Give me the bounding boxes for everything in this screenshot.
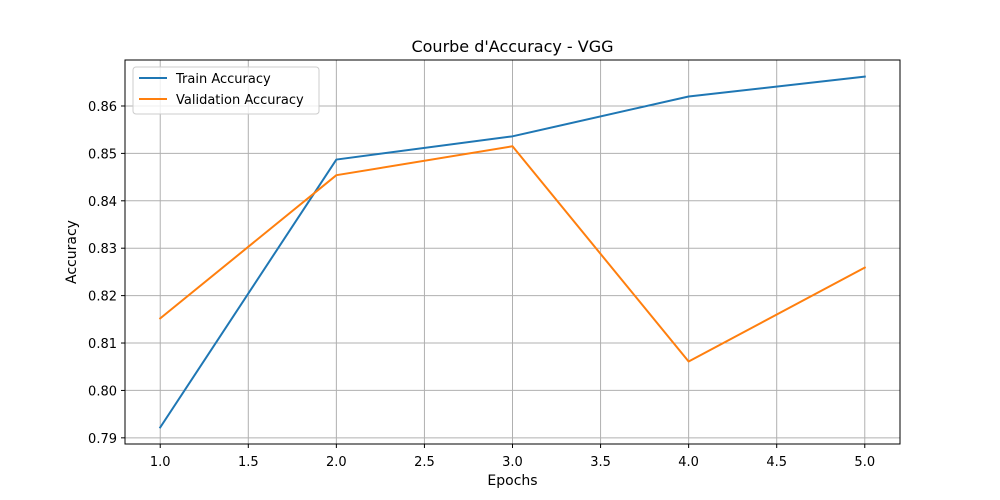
axis-ticks: 1.0 1.5 2.0 2.5 3.0 3.5 4.0 4.5 5.0 0.79 0.80 0.81 0… (88, 100, 875, 470)
y-tick-label: 0.82 (88, 290, 117, 305)
x-tick-label: 3.5 (590, 455, 611, 470)
x-tick-label: 4.0 (678, 455, 699, 470)
legend-label-validation: Validation Accuracy (176, 93, 304, 108)
x-axis-label: Epochs (487, 473, 537, 489)
x-tick-label: 2.0 (326, 455, 347, 470)
y-tick-label: 0.83 (88, 242, 117, 257)
series-lines (158, 75, 867, 429)
x-tick-label: 5.0 (854, 455, 875, 470)
y-tick-label: 0.84 (88, 195, 117, 210)
legend-box (132, 66, 320, 115)
y-tick-label: 0.81 (88, 337, 117, 352)
x-tick-label: 2.5 (414, 455, 435, 470)
legend: Train Accuracy Validation Accuracy (132, 66, 320, 115)
y-tick-label: 0.79 (88, 432, 117, 447)
x-tick-label: 1.5 (238, 455, 259, 470)
x-tick-label: 4.5 (766, 455, 787, 470)
y-tick-label: 0.86 (88, 100, 117, 115)
y-tick-label: 0.85 (88, 147, 117, 162)
x-tick-label: 3.0 (502, 455, 523, 470)
validation-accuracy-line (158, 145, 867, 363)
y-axis-label: Accuracy (64, 220, 80, 284)
y-tick-label: 0.80 (88, 384, 117, 399)
x-tick-label: 1.0 (150, 455, 171, 470)
chart-title: Courbe d'Accuracy - VGG (411, 37, 613, 56)
train-accuracy-line (158, 75, 866, 429)
legend-label-train: Train Accuracy (175, 72, 271, 87)
grid (125, 60, 900, 444)
